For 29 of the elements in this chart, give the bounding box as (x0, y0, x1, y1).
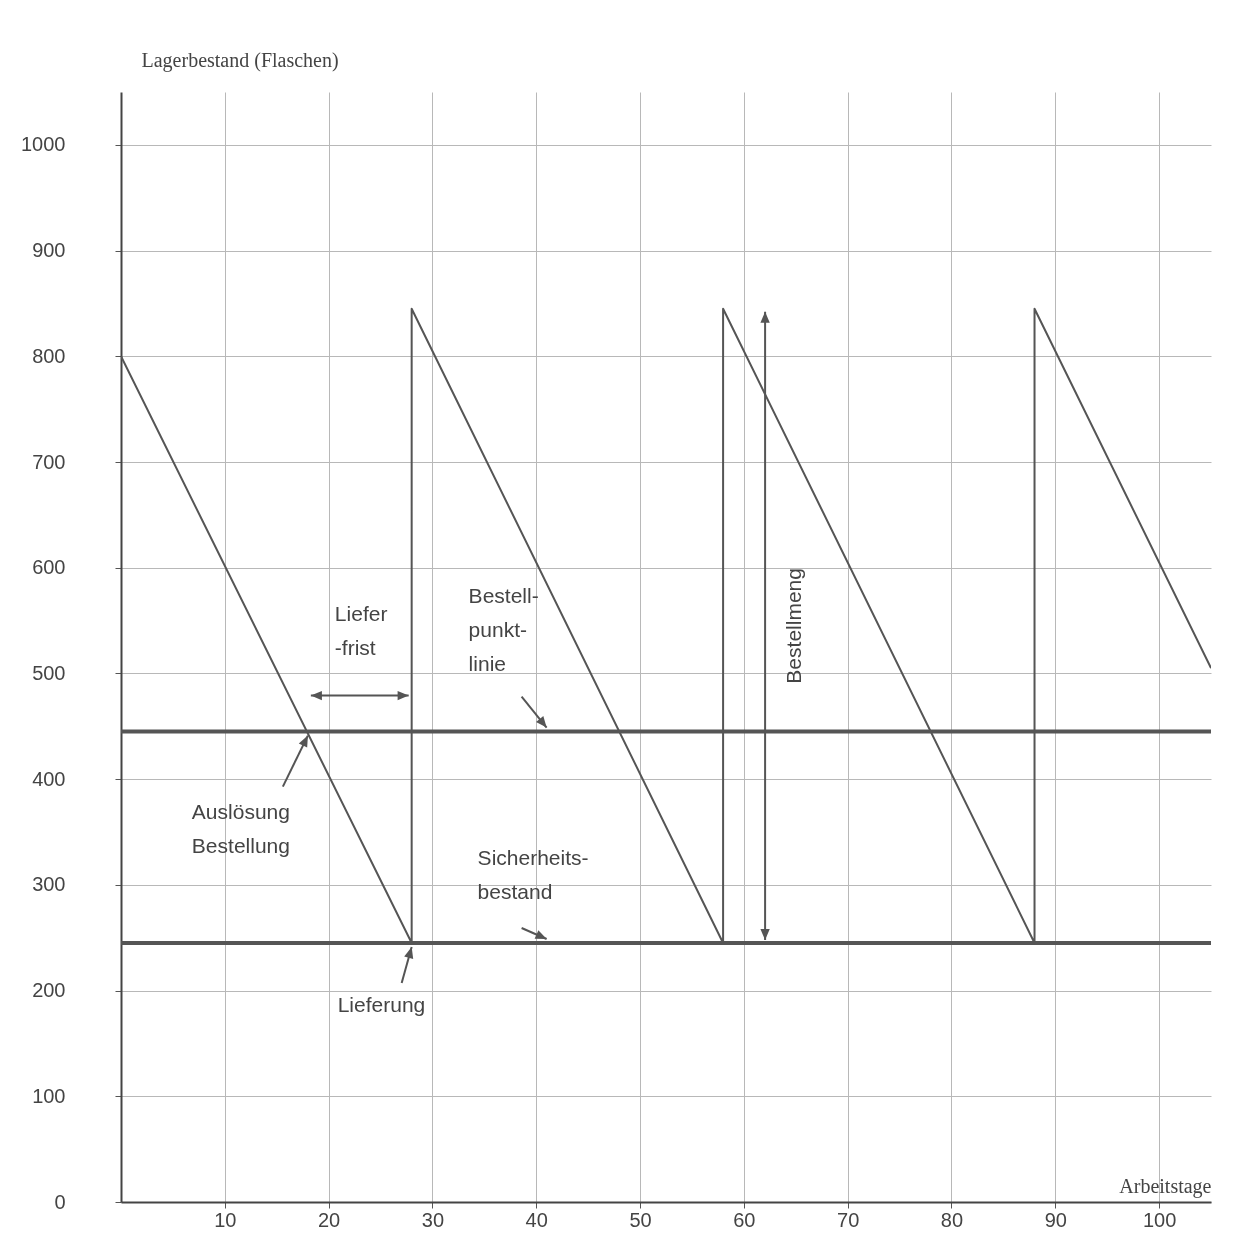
x-tick-label: 90 (1044, 1208, 1067, 1231)
y-tick-label: 0 (54, 1190, 66, 1213)
y-axis-title: Lagerbestand (Flaschen) (141, 48, 339, 72)
x-axis-title: Arbeitstage (1119, 1174, 1212, 1198)
y-tick-label: 400 (32, 767, 66, 790)
y-tick-label: 300 (32, 873, 66, 896)
annotation: Sicherheits- bestand (477, 846, 589, 903)
annotation: Lieferung (337, 993, 426, 1016)
annotation: Bestell- punkt- linie (468, 583, 539, 675)
annotation: Bestellmeng (782, 568, 806, 684)
y-tick-label: 1000 (21, 133, 66, 156)
annotation: Auslösung Bestellung (191, 799, 290, 857)
y-tick-label: 600 (32, 556, 66, 579)
x-tick-label: 50 (629, 1208, 652, 1231)
x-tick-label: 70 (837, 1208, 860, 1231)
y-tick-label: 200 (32, 979, 66, 1002)
y-tick-label: 100 (32, 1084, 66, 1107)
y-tick-label: 700 (32, 450, 66, 473)
x-tick-label: 100 (1142, 1208, 1177, 1231)
y-tick-label: 900 (32, 239, 66, 262)
x-tick-label: 80 (940, 1208, 964, 1231)
y-tick-label: 500 (32, 661, 66, 684)
x-tick-label: 60 (733, 1208, 756, 1231)
x-tick-label: 40 (525, 1208, 548, 1231)
x-tick-label: 10 (214, 1208, 237, 1231)
annotation: Liefer -frist (334, 601, 388, 659)
y-tick-label: 800 (32, 344, 66, 367)
x-tick-label: 20 (317, 1208, 341, 1231)
x-tick-label: 30 (421, 1208, 445, 1231)
